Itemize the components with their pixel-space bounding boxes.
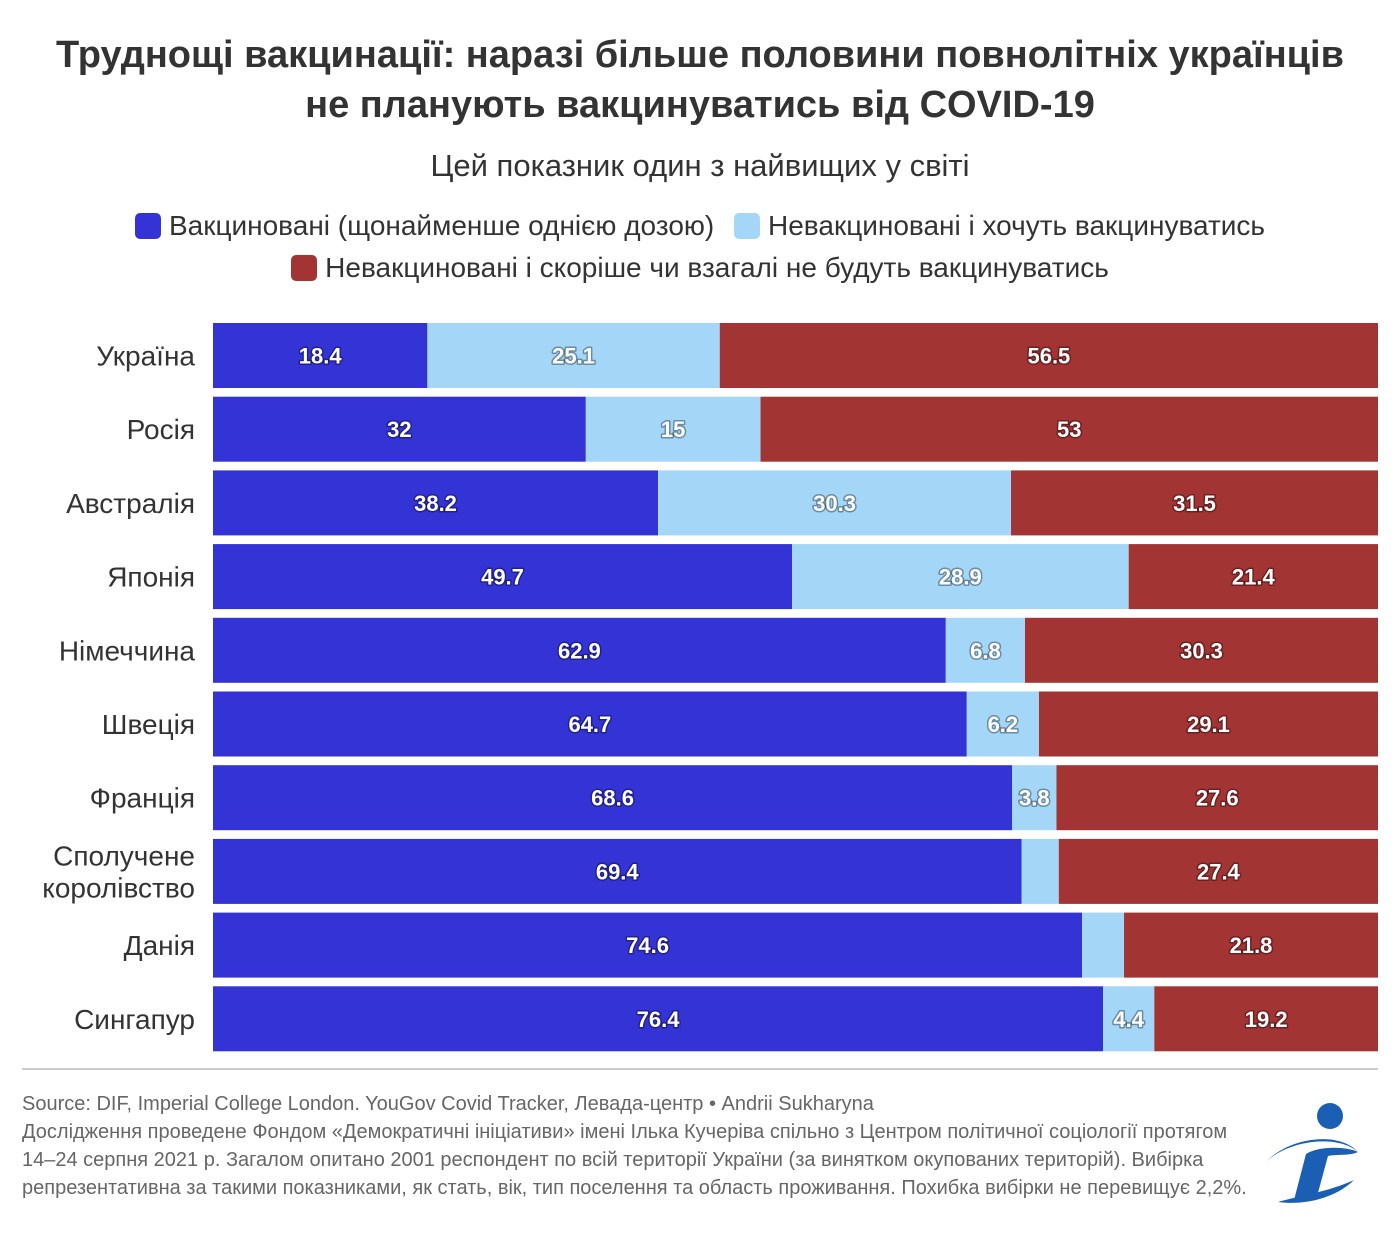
bar-segment — [213, 396, 586, 462]
bar-segment — [1021, 838, 1059, 904]
bar-segment — [966, 691, 1039, 757]
data-label: 69.4 — [596, 859, 640, 884]
legend-label-want: Невакциновані і хочуть вакцинуватись — [768, 210, 1266, 241]
data-label: 28.9 — [939, 565, 982, 590]
data-label: 27.4 — [1197, 859, 1241, 884]
methodology-note: Дослідження проведене Фондом «Демократич… — [22, 1121, 1247, 1199]
bar-segment — [719, 323, 1378, 388]
source-note: Source: DIF, Imperial College London. Yo… — [22, 1090, 1252, 1202]
data-label: 21.8 — [1230, 933, 1273, 958]
divider — [22, 1068, 1378, 1070]
category-label: Німеччина — [59, 635, 196, 666]
bar-segment — [1058, 838, 1378, 904]
bar-segment — [585, 396, 761, 462]
stacked-bar-chart: Україна 18.4 25.1 56.5 Росія 32 15 53 Австралія 3… — [42, 323, 1378, 1052]
legend-label-vaccinated: Вакциновані (щонайменше однією дозою) — [168, 210, 715, 241]
category-label: Росія — [127, 414, 195, 445]
bar-segment — [1103, 986, 1155, 1052]
data-label: 62.9 — [558, 638, 601, 663]
bar-segment — [213, 470, 659, 536]
bar-segment — [213, 838, 1022, 904]
bar-segment — [213, 765, 1013, 831]
data-label: 68.6 — [591, 786, 634, 811]
dif-logo-icon — [1266, 1103, 1358, 1203]
bar-segment — [1128, 544, 1378, 610]
data-label: 18.4 — [299, 344, 343, 369]
bar-segment — [427, 323, 720, 388]
bar-segment — [658, 470, 1012, 536]
bar-segment — [213, 617, 946, 683]
data-label: 30.3 — [1180, 638, 1223, 663]
category-label: Сполучене королівство — [42, 840, 195, 903]
bar-segment — [1056, 765, 1378, 831]
bar-segment — [213, 544, 793, 610]
data-label: 64.7 — [568, 712, 611, 737]
bar-segment — [792, 544, 1129, 610]
data-label: 38.2 — [414, 491, 457, 516]
legend-swatch-refuse — [291, 255, 318, 281]
data-label: 21.4 — [1232, 565, 1276, 590]
category-label: Данія — [124, 930, 195, 961]
data-label: 6.8 — [970, 638, 1001, 663]
legend-swatch-want — [734, 213, 761, 239]
data-label: 49.7 — [481, 565, 524, 590]
chart-subtitle: Цей показник один з найвищих у світі — [430, 148, 970, 183]
bar-segment — [213, 323, 428, 388]
data-label: 30.3 — [813, 491, 856, 516]
bar-segment — [213, 691, 967, 757]
data-label: 76.4 — [637, 1007, 681, 1032]
bar-segment — [1011, 470, 1378, 536]
chart-title: Труднощі вакцинації: наразі більше полов… — [56, 34, 1344, 126]
category-label: Франція — [90, 783, 195, 814]
bar-segment — [213, 912, 1083, 978]
bar-segment — [1124, 912, 1378, 978]
legend-item-refuse: Невакциновані і скоріше чи взагалі не бу… — [291, 247, 1109, 289]
bar-segment — [1082, 912, 1125, 978]
data-label: 74.6 — [626, 933, 669, 958]
bar-segment — [1012, 765, 1057, 831]
bar-segment — [213, 986, 1104, 1052]
category-label: Україна — [96, 341, 195, 372]
category-label: Австралія — [66, 488, 195, 519]
source-line: Source: DIF, Imperial College London. Yo… — [22, 1093, 874, 1115]
legend: Вакциновані (щонайменше однією дозою) Не… — [40, 205, 1360, 289]
legend-item-vaccinated: Вакциновані (щонайменше однією дозою) — [134, 205, 715, 247]
data-label: 19.2 — [1245, 1007, 1288, 1032]
data-label: 29.1 — [1187, 712, 1230, 737]
data-label: 56.5 — [1027, 344, 1070, 369]
data-label: 32 — [387, 417, 411, 442]
bar-segment — [1154, 986, 1378, 1052]
category-label: Швеція — [102, 709, 195, 740]
data-label: 4.4 — [1113, 1007, 1144, 1032]
data-label: 31.5 — [1173, 491, 1216, 516]
legend-label-refuse: Невакциновані і скоріше чи взагалі не бу… — [325, 252, 1109, 283]
category-label: Сингапур — [74, 1004, 195, 1035]
data-label: 6.2 — [988, 712, 1019, 737]
legend-item-want: Невакциновані і хочуть вакцинуватись — [734, 205, 1265, 247]
legend-swatch-vaccinated — [134, 213, 161, 239]
bar-segment — [1025, 617, 1378, 683]
data-label: 25.1 — [552, 344, 595, 369]
data-label: 53 — [1057, 417, 1081, 442]
bar-segment — [1038, 691, 1378, 757]
data-label: 27.6 — [1196, 786, 1239, 811]
data-label: 15 — [661, 417, 685, 442]
data-label: 3.8 — [1019, 786, 1050, 811]
bar-segment — [945, 617, 1026, 683]
bar-segment — [760, 396, 1378, 462]
category-label: Японія — [107, 562, 195, 593]
